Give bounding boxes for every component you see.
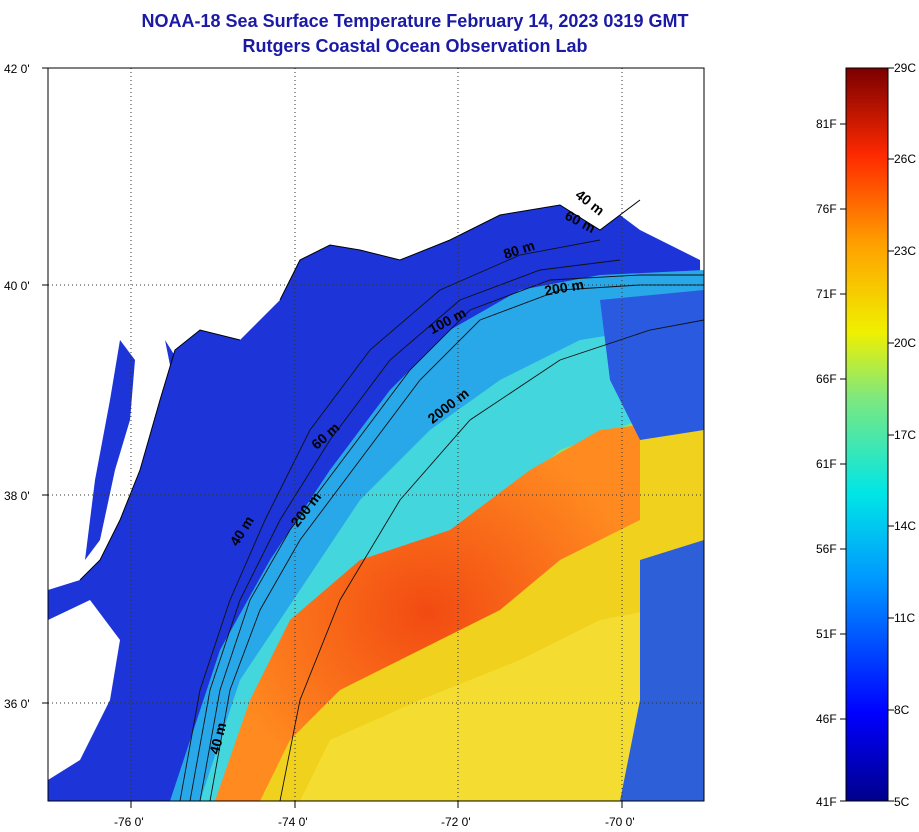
colorbar-c-label: 11C	[894, 611, 915, 625]
colorbar-f-label: 56F	[816, 542, 837, 556]
contour-label: 40 m	[206, 721, 229, 756]
colorbar-c-label: 14C	[894, 519, 916, 533]
map-subtitle: Rutgers Coastal Ocean Observation Lab	[242, 36, 588, 56]
map-title: NOAA-18 Sea Surface Temperature February…	[141, 11, 689, 31]
colorbar-f-label: 66F	[816, 372, 837, 386]
lat-label: 42 0'	[4, 62, 30, 76]
colorbar: 81F 76F 71F 66F 61F 56F 51F 46F 41F 29C …	[816, 61, 916, 809]
colorbar-c-label: 17C	[894, 428, 916, 442]
colorbar-f-label: 41F	[816, 795, 837, 809]
lon-label: -70 0'	[605, 815, 635, 829]
colorbar-f-label: 76F	[816, 202, 837, 216]
colorbar-f-label: 51F	[816, 627, 837, 641]
colorbar-c-label: 8C	[894, 703, 910, 717]
lat-label: 38 0'	[4, 489, 30, 503]
colorbar-c-label: 29C	[894, 61, 916, 75]
lon-label: -76 0'	[114, 815, 144, 829]
lon-label: -72 0'	[441, 815, 471, 829]
colorbar-f-label: 46F	[816, 712, 837, 726]
colorbar-c-label: 26C	[894, 152, 916, 166]
sst-image: 40 m 60 m 80 m 200 m 100 m 2000 m 60 m 4…	[48, 68, 704, 801]
colorbar-f-label: 81F	[816, 117, 837, 131]
colorbar-f-label: 71F	[816, 287, 837, 301]
contour-label: 200 m	[543, 276, 585, 299]
lat-label: 40 0'	[4, 279, 30, 293]
lon-label: -74 0'	[278, 815, 308, 829]
colorbar-c-label: 20C	[894, 336, 916, 350]
colorbar-f-label: 61F	[816, 457, 837, 471]
lat-label: 36 0'	[4, 697, 30, 711]
colorbar-c-label: 23C	[894, 244, 916, 258]
colorbar-c-label: 5C	[894, 795, 910, 809]
